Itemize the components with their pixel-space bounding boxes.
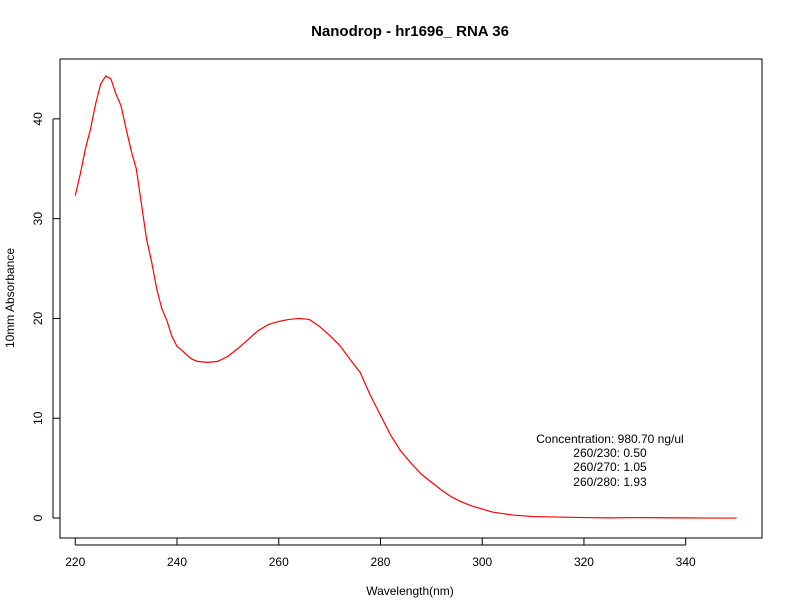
x-tick-label: 240	[167, 555, 187, 569]
ratio-260-230-annotation: 260/230: 0.50	[573, 446, 647, 460]
y-tick-label: 10	[31, 411, 45, 425]
x-tick-label: 320	[574, 555, 594, 569]
x-tick-label: 280	[370, 555, 390, 569]
ratio-260-280-annotation: 260/280: 1.93	[573, 475, 647, 489]
x-axis-label: Wavelength(nm)	[366, 584, 454, 598]
y-tick-label: 40	[31, 112, 45, 126]
absorbance-series-line	[74, 75, 737, 519]
x-tick-label: 220	[65, 555, 85, 569]
x-tick-label: 260	[269, 555, 289, 569]
x-tick-label: 340	[676, 555, 696, 569]
x-tick-label: 300	[472, 555, 492, 569]
y-axis: 0 10 20 30 40	[31, 112, 60, 521]
ratio-260-270-annotation: 260/270: 1.05	[573, 460, 647, 474]
measurement-annotations: Concentration: 980.70 ng/ul 260/230: 0.5…	[536, 432, 683, 489]
concentration-annotation: Concentration: 980.70 ng/ul	[536, 432, 683, 446]
y-axis-label: 10mm Absorbance	[3, 248, 17, 348]
plot-frame	[59, 58, 763, 539]
chart-title: Nanodrop - hr1696_ RNA 36	[311, 23, 509, 40]
y-tick-label: 30	[31, 212, 45, 226]
y-tick-label: 20	[31, 311, 45, 325]
y-tick-label: 0	[31, 514, 45, 521]
x-axis: 220 240 260 280 300 320 340	[65, 538, 696, 569]
